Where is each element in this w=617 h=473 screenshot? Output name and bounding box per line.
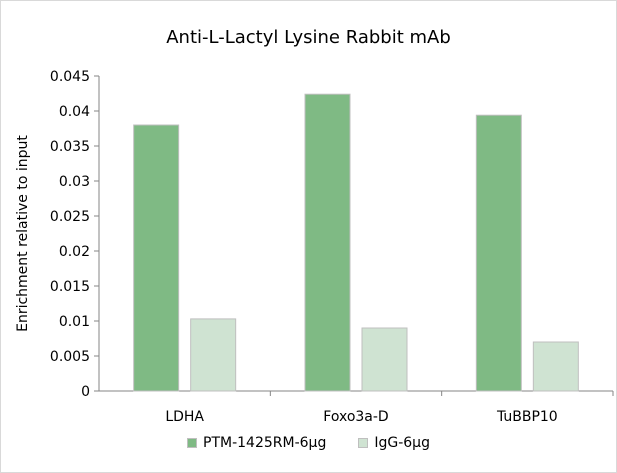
x-tick-label: Foxo3a-D — [323, 409, 388, 425]
chart-title: Anti-L-Lactyl Lysine Rabbit mAb — [166, 27, 451, 48]
y-tick-label: 0.045 — [50, 69, 90, 85]
legend-swatch-ptm — [187, 438, 198, 448]
legend-swatch-igg — [358, 438, 369, 448]
y-tick-label: 0.03 — [59, 174, 90, 190]
bar-igg-tubbp10 — [532, 341, 579, 392]
legend-label-igg: IgG-6μg — [374, 435, 430, 451]
y-tick-label: 0 — [81, 384, 90, 400]
y-tick-label: 0.02 — [59, 244, 90, 260]
y-tick-label: 0.01 — [59, 314, 90, 330]
y-tick-label: 0.005 — [50, 349, 90, 365]
bar-igg-foxo3a-d — [361, 327, 408, 392]
bar-ptm-foxo3a-d — [304, 93, 351, 392]
bar-igg-ldha — [190, 318, 237, 392]
legend-item-igg: IgG-6μg — [358, 435, 430, 451]
bar-ptm-ldha — [133, 124, 180, 392]
x-tick-label: TuBBP10 — [496, 409, 558, 425]
y-tick-label: 0.04 — [59, 104, 90, 120]
legend: PTM-1425RM-6μg IgG-6μg — [1, 435, 616, 451]
y-tick-label: 0.025 — [50, 209, 90, 225]
y-tick-label: 0.035 — [50, 139, 90, 155]
y-axis-title: Enrichment relative to input — [15, 135, 31, 332]
legend-label-ptm: PTM-1425RM-6μg — [203, 435, 327, 451]
y-tick-label: 0.015 — [50, 279, 90, 295]
x-tick-label: LDHA — [165, 409, 204, 425]
legend-item-ptm: PTM-1425RM-6μg — [187, 435, 326, 451]
bar-ptm-tubbp10 — [475, 114, 522, 392]
